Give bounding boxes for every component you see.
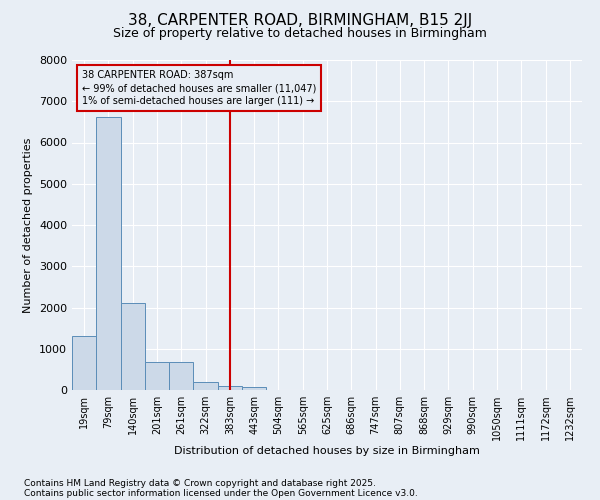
Text: 38, CARPENTER ROAD, BIRMINGHAM, B15 2JJ: 38, CARPENTER ROAD, BIRMINGHAM, B15 2JJ xyxy=(128,12,472,28)
Bar xyxy=(145,362,169,390)
Bar xyxy=(218,386,242,390)
Text: Contains public sector information licensed under the Open Government Licence v3: Contains public sector information licen… xyxy=(24,488,418,498)
Bar xyxy=(72,336,96,390)
Bar xyxy=(193,382,218,390)
Bar xyxy=(96,117,121,390)
Bar xyxy=(121,304,145,390)
Text: Size of property relative to detached houses in Birmingham: Size of property relative to detached ho… xyxy=(113,28,487,40)
Bar xyxy=(242,387,266,390)
Text: Contains HM Land Registry data © Crown copyright and database right 2025.: Contains HM Land Registry data © Crown c… xyxy=(24,478,376,488)
Y-axis label: Number of detached properties: Number of detached properties xyxy=(23,138,34,312)
Text: 38 CARPENTER ROAD: 387sqm
← 99% of detached houses are smaller (11,047)
1% of se: 38 CARPENTER ROAD: 387sqm ← 99% of detac… xyxy=(82,70,317,106)
Bar xyxy=(169,362,193,390)
X-axis label: Distribution of detached houses by size in Birmingham: Distribution of detached houses by size … xyxy=(174,446,480,456)
